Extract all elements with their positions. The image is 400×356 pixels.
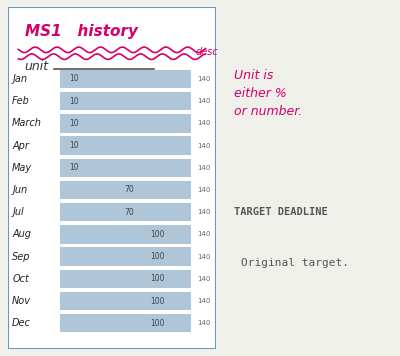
Bar bbox=[60, 136, 191, 155]
Text: 100: 100 bbox=[150, 274, 165, 283]
Bar bbox=[60, 269, 191, 288]
Text: 10: 10 bbox=[69, 119, 78, 128]
Text: 70: 70 bbox=[125, 208, 134, 217]
Text: 140: 140 bbox=[197, 298, 211, 304]
Text: 10: 10 bbox=[69, 141, 78, 150]
Text: 140: 140 bbox=[197, 209, 211, 215]
Text: 70: 70 bbox=[125, 185, 134, 194]
Bar bbox=[60, 225, 191, 244]
Text: Oct: Oct bbox=[12, 274, 29, 284]
Text: Nov: Nov bbox=[12, 296, 31, 306]
Text: 140: 140 bbox=[197, 98, 211, 104]
Text: desc: desc bbox=[195, 47, 218, 57]
Text: 100: 100 bbox=[150, 297, 165, 305]
Text: 10: 10 bbox=[69, 96, 78, 106]
Text: 100: 100 bbox=[150, 230, 165, 239]
Text: May: May bbox=[12, 163, 32, 173]
Text: 10: 10 bbox=[69, 74, 78, 83]
Text: 100: 100 bbox=[150, 319, 165, 328]
Text: Jan: Jan bbox=[12, 74, 27, 84]
Text: 140: 140 bbox=[197, 276, 211, 282]
Text: Jul: Jul bbox=[12, 207, 24, 217]
Text: Unit is
either %
or number.: Unit is either % or number. bbox=[234, 69, 302, 117]
Text: 140: 140 bbox=[197, 320, 211, 326]
Text: 100: 100 bbox=[150, 252, 165, 261]
Bar bbox=[60, 158, 191, 177]
Bar bbox=[60, 292, 191, 310]
Bar bbox=[60, 314, 191, 333]
FancyBboxPatch shape bbox=[8, 7, 216, 349]
Text: TARGET DEADLINE: TARGET DEADLINE bbox=[234, 207, 328, 217]
Text: Feb: Feb bbox=[12, 96, 30, 106]
Text: 10: 10 bbox=[69, 163, 78, 172]
Bar bbox=[60, 114, 191, 132]
Text: Dec: Dec bbox=[12, 318, 31, 328]
Text: 140: 140 bbox=[197, 142, 211, 148]
Text: 140: 140 bbox=[197, 165, 211, 171]
Text: 140: 140 bbox=[197, 253, 211, 260]
Text: Sep: Sep bbox=[12, 252, 31, 262]
Text: unit: unit bbox=[25, 61, 49, 73]
Text: Aug: Aug bbox=[12, 229, 31, 239]
Text: 140: 140 bbox=[197, 187, 211, 193]
Text: Original target.: Original target. bbox=[241, 258, 349, 268]
Text: 140: 140 bbox=[197, 76, 211, 82]
Text: March: March bbox=[12, 118, 42, 128]
Bar bbox=[60, 70, 191, 88]
Text: Apr: Apr bbox=[12, 141, 29, 151]
Bar bbox=[60, 181, 191, 199]
Text: 140: 140 bbox=[197, 231, 211, 237]
Text: Jun: Jun bbox=[12, 185, 27, 195]
Bar bbox=[60, 203, 191, 221]
Bar bbox=[60, 247, 191, 266]
Text: MS1   history: MS1 history bbox=[25, 24, 138, 39]
Text: 140: 140 bbox=[197, 120, 211, 126]
Bar bbox=[60, 92, 191, 110]
